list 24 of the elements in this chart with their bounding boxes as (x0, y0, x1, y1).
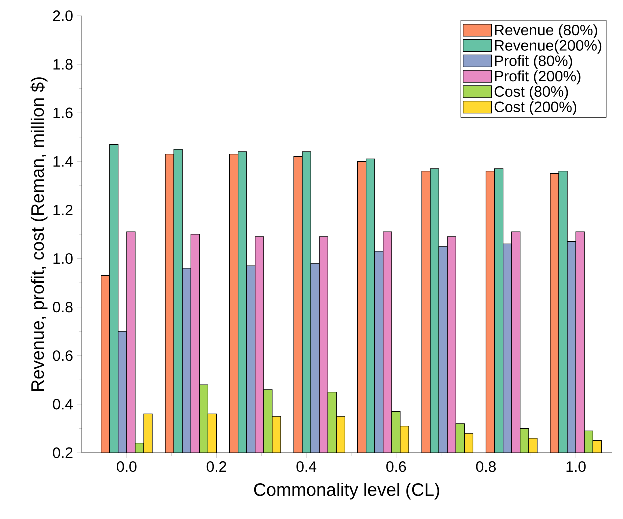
x-tick-label: 0.8 (476, 462, 496, 472)
y-tick-label: 0.2 (53, 448, 73, 458)
legend-label: Profit (80%) (495, 55, 572, 70)
y-tick-label: 0.6 (53, 350, 73, 362)
legend-label: Revenue (80%) (495, 24, 598, 39)
y-tick-label: 1.2 (54, 204, 73, 216)
y-axis-title: Revenue, profit, cost (Reman, million $) (30, 78, 48, 392)
y-tick-label: 1.4 (54, 156, 74, 167)
x-tick-label: 0.2 (206, 462, 226, 472)
x-axis-title: Commonality level (CL) (254, 483, 440, 500)
legend-label: Cost (200%) (494, 101, 577, 116)
legend-label: Revenue(200%) (495, 40, 602, 54)
y-tick-label: 1.0 (54, 253, 73, 264)
x-tick-label: 0.6 (386, 462, 406, 472)
x-tick-label: 1.0 (566, 462, 586, 472)
y-tick-label: 2.0 (53, 10, 73, 22)
legend-label: Cost (80%) (494, 86, 568, 100)
y-tick-label: 1.8 (54, 59, 73, 70)
legend-label: Profit (200%) (495, 70, 581, 85)
x-tick-label: 0.0 (117, 462, 137, 472)
y-tick-label: 1.6 (54, 108, 73, 118)
y-tick-label: 0.4 (53, 399, 74, 410)
x-tick-label: 0.4 (296, 462, 317, 472)
y-tick-label: 0.8 (53, 302, 73, 313)
